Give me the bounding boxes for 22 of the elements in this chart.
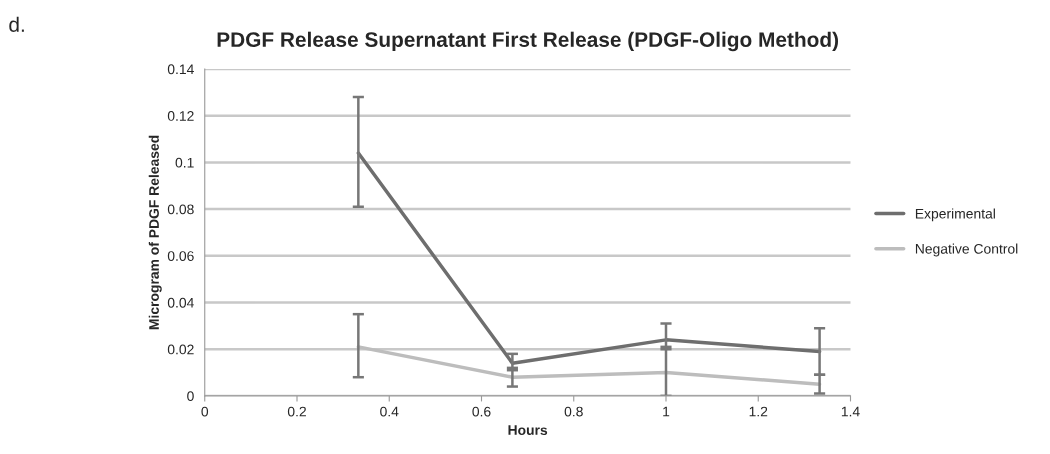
chart-title: PDGF Release Supernatant First Release (PDGF-Oligo Method) bbox=[217, 31, 838, 52]
x-tick-label: 0.6 bbox=[472, 406, 491, 417]
y-tick-label: 0.12 bbox=[167, 111, 194, 121]
y-tick-label: 0.04 bbox=[167, 297, 194, 308]
x-axis-title: Hours bbox=[508, 425, 548, 436]
y-tick-label: 0.14 bbox=[167, 64, 194, 75]
y-tick-label: 0.06 bbox=[167, 251, 194, 261]
y-tick-label: 0.1 bbox=[175, 157, 194, 168]
legend-label: Experimental bbox=[915, 208, 995, 222]
x-tick-label: 0.4 bbox=[380, 406, 399, 417]
legend-label: Negative Control bbox=[915, 243, 1018, 257]
x-tick-label: 0 bbox=[201, 406, 209, 417]
text: d. bbox=[9, 16, 24, 32]
y-tick-label: 0.08 bbox=[167, 204, 194, 215]
y-tick-label: 0 bbox=[187, 391, 194, 402]
x-tick-label: 0.8 bbox=[564, 406, 583, 417]
y-tick-label: 0.02 bbox=[167, 344, 194, 355]
x-tick-label: 0.2 bbox=[287, 406, 306, 417]
x-tick-label: 1 bbox=[663, 406, 670, 417]
y-axis-title: Microgram of PDGF Released bbox=[148, 135, 162, 330]
x-tick-label: 1.2 bbox=[749, 406, 768, 417]
x-tick-label: 1.4 bbox=[841, 406, 860, 417]
